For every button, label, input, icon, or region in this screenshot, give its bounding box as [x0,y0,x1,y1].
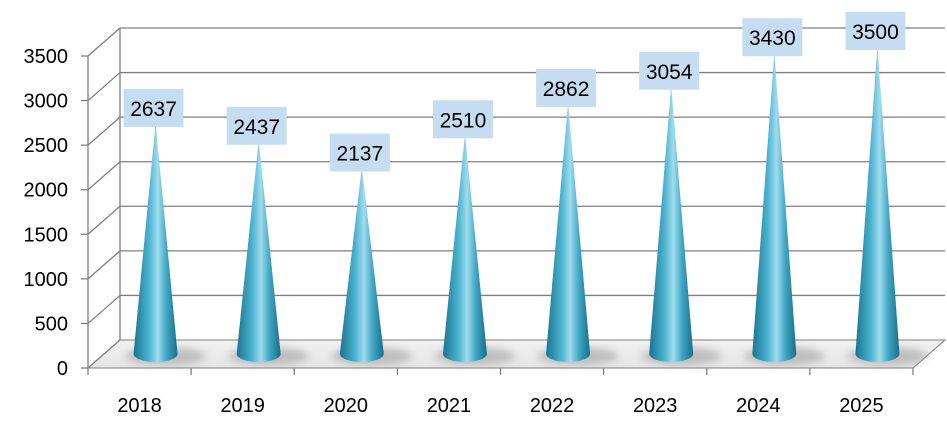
x-tick-label: 2018 [117,395,162,417]
y-tick-label: 3500 [24,46,69,68]
cone-bar-2024 [752,52,797,363]
cone-bar-2021 [442,134,487,362]
data-label-box [639,51,700,90]
cone-body [546,102,591,363]
data-label-text: 3430 [749,27,796,50]
axis-layer: 0 500 1000 1500 2000 2500 3000 3500 2018 2019 2020… [24,46,914,417]
x-tick-label: 2025 [839,395,884,417]
cone-bar-2018 [133,122,178,362]
y-tick-label: 2500 [24,135,69,157]
data-label-2020: 2137 [329,133,390,172]
x-tick-label: 2021 [427,395,472,417]
cone-body [236,140,281,362]
data-label-2019: 2437 [226,106,287,145]
y-tick-label: 2000 [24,180,69,202]
data-label-2021: 2510 [432,100,493,139]
data-label-2025: 3500 [845,12,906,50]
gridline-side [87,294,121,324]
cone-bar-2020 [339,167,384,362]
cone-body [752,52,797,363]
cone-bar-2019 [236,140,281,362]
y-tick-label: 3000 [24,91,69,113]
data-label-box [226,106,287,145]
data-label-2022: 2862 [536,68,597,107]
data-label-box [536,68,597,107]
data-label-box [845,12,906,50]
gridline-side [87,339,121,369]
gridline-side [87,205,121,235]
cone-body [133,122,178,362]
cone-body [442,134,487,362]
data-label-layer: 2637 2437 2137 2510 2862 3054 3430 3500 [123,12,906,172]
cone-layer [125,46,928,365]
data-label-text: 2510 [440,109,487,132]
gridline-side [87,27,121,57]
x-tick-label: 2020 [324,395,369,417]
data-label-text: 2137 [336,143,383,166]
cone-bar-2022 [546,102,591,363]
y-tick-label: 0 [57,358,68,380]
data-label-text: 2437 [233,116,280,139]
data-label-text: 3054 [646,61,693,84]
gridline-side [87,72,121,102]
cone-body [339,167,384,362]
gridline-side [87,161,121,191]
y-tick-label: 500 [35,313,68,335]
data-label-2024: 3430 [742,18,803,57]
cone-body [855,46,900,362]
y-tick-label: 1000 [24,269,69,291]
data-label-box [123,88,184,127]
data-label-text: 2862 [543,78,590,101]
data-label-2018: 2637 [123,88,184,127]
x-tick-label: 2022 [530,395,575,417]
gridline-side [87,250,121,280]
cone-bar-2023 [649,85,694,362]
data-label-box [432,100,493,139]
cone-body [649,85,694,362]
data-label-text: 2637 [130,98,177,121]
cone-bar-2025 [855,46,900,362]
x-tick-label: 2019 [220,395,265,417]
x-tick-label: 2023 [633,395,678,417]
y-tick-label: 1500 [24,224,69,246]
gridline-side [87,116,121,146]
x-tick-label: 2024 [736,395,781,417]
data-label-text: 3500 [852,21,899,44]
data-label-box [329,133,390,172]
data-label-2023: 3054 [639,51,700,90]
data-label-box [742,18,803,57]
grid-layer [86,27,947,369]
